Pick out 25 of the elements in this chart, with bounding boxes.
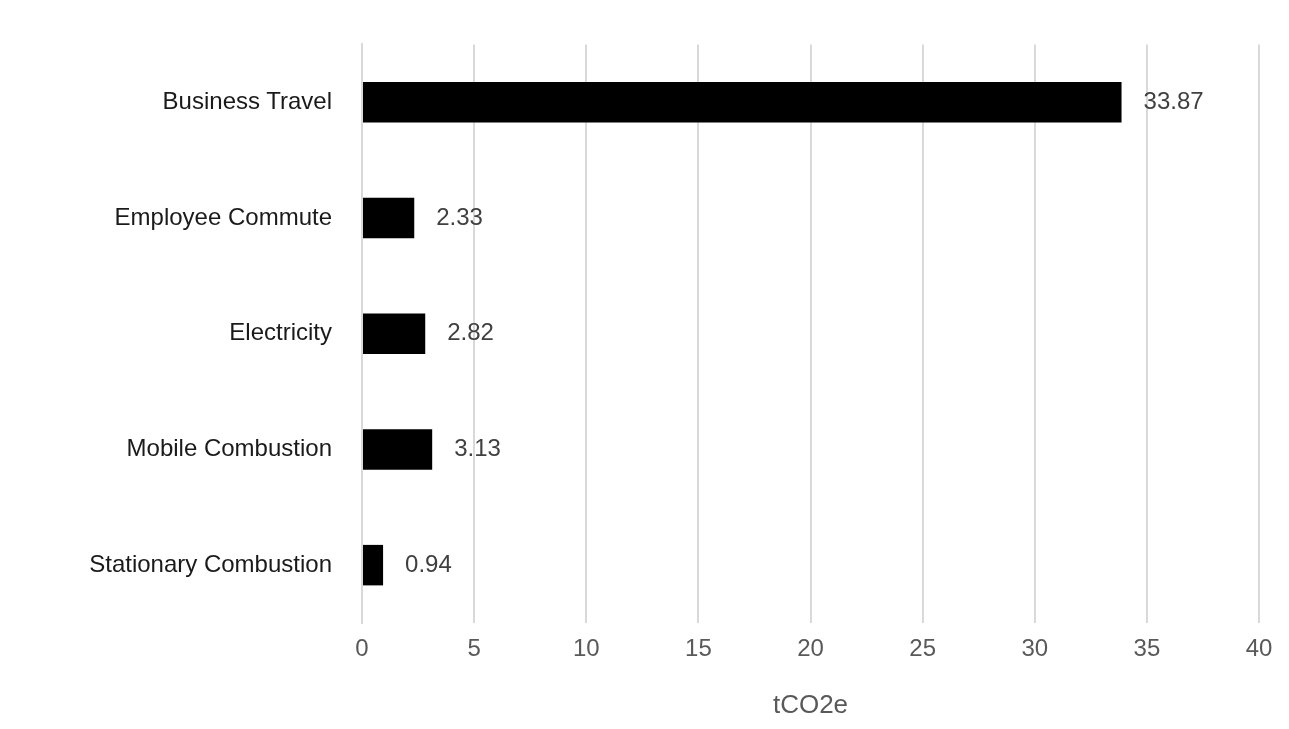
- data-label: 2.82: [447, 318, 494, 346]
- y-tick-label: Employee Commute: [114, 202, 332, 230]
- bar: [363, 197, 415, 239]
- x-tick-label: 40: [1245, 634, 1273, 662]
- y-tick-label: Electricity: [229, 318, 332, 346]
- x-tick-label: 10: [572, 634, 600, 662]
- x-tick-label: 30: [1021, 634, 1049, 662]
- x-tick-label: 25: [909, 634, 936, 662]
- y-tick-label: Mobile Combustion: [126, 434, 332, 462]
- data-label: 2.33: [436, 202, 483, 230]
- x-tick-label: 15: [685, 634, 712, 662]
- data-label: 33.87: [1143, 86, 1204, 114]
- data-label: 3.13: [454, 434, 501, 462]
- y-tick-label: Business Travel: [162, 86, 332, 114]
- bar: [363, 313, 426, 354]
- x-tick-label: 20: [797, 634, 824, 662]
- bar: [363, 429, 433, 470]
- x-tick-label: 5: [467, 634, 481, 662]
- x-tick-label: 0: [355, 634, 369, 662]
- x-tick-label: 35: [1133, 634, 1161, 662]
- bar: [363, 544, 384, 586]
- y-tick-label: Stationary Combustion: [89, 549, 332, 577]
- data-label: 0.94: [405, 549, 452, 577]
- bar: [363, 82, 1122, 123]
- x-axis-title: tCO2e: [772, 688, 849, 719]
